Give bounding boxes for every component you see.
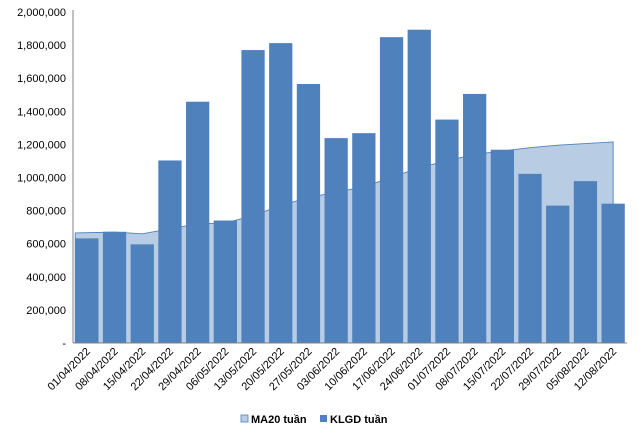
klgd-bar [75,238,99,343]
klgd-bar-layer [75,29,625,344]
klgd-bar [407,29,431,344]
y-axis-tick-labels: - 200,000 400,000 600,000 800,000 1,000,000 1,… [17,7,66,350]
klgd-bar [546,205,570,343]
axis-lines [72,10,627,344]
klgd-bar [379,37,404,343]
klgd-bar [352,133,376,343]
legend-label-ma20: MA20 tuần [251,414,307,426]
klgd-bar [241,50,265,343]
y-tick-label: - [62,338,66,350]
y-tick-label: 800,000 [26,206,66,218]
klgd-bar [213,220,237,343]
legend-label-klgd: KLGD tuần [330,414,388,426]
klgd-bar [435,119,459,343]
klgd-bar [130,244,154,343]
klgd-bar [186,101,210,344]
x-axis-tick-labels: 01/04/202208/04/202215/04/202222/04/2022… [46,346,620,393]
klgd-bar [601,203,625,343]
klgd-bar [490,149,514,343]
klgd-bar [324,138,348,343]
y-tick-label: 400,000 [26,272,66,284]
legend-swatch-ma20 [240,414,249,423]
y-tick-label: 1,800,000 [17,40,66,52]
klgd-bar [158,160,182,343]
y-tick-label: 600,000 [26,239,66,251]
y-tick-label: 1,600,000 [17,73,66,85]
klgd-bar [296,83,321,344]
klgd-bar [518,173,542,343]
y-tick-label: 1,000,000 [17,173,66,185]
klgd-bar [463,93,487,343]
klgd-bar [573,181,598,343]
y-tick-label: 1,400,000 [17,106,66,118]
y-tick-label: 2,000,000 [17,7,66,19]
y-tick-label: 1,200,000 [17,139,66,151]
legend: MA20 tuần KLGD tuần [240,414,388,426]
klgd-bar [102,231,127,343]
y-tick-label: 200,000 [26,305,66,317]
legend-swatch-klgd [320,415,327,422]
klgd-bar [269,43,293,343]
